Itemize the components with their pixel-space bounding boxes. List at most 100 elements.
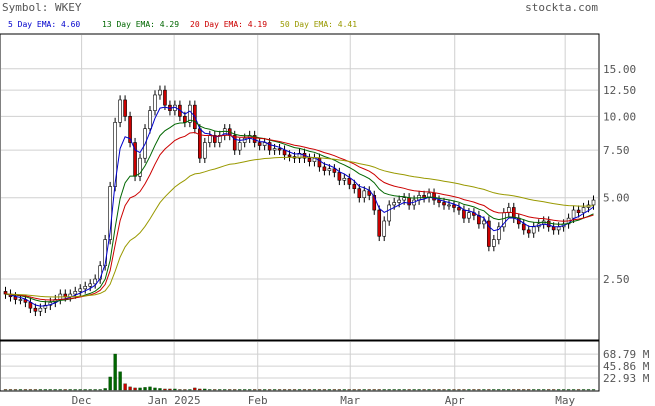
- candle-body: [402, 197, 406, 201]
- volume-bar: [198, 388, 202, 391]
- candle-body: [18, 299, 23, 301]
- volume-bar: [357, 389, 361, 391]
- volume-bar: [417, 389, 421, 391]
- volume-bar: [58, 389, 62, 391]
- price-tick-label: 10.00: [603, 110, 636, 123]
- volume-bar: [168, 388, 172, 391]
- volume-bar: [387, 389, 391, 391]
- volume-bar: [397, 389, 401, 391]
- volume-bar: [257, 389, 262, 391]
- volume-bar: [297, 389, 302, 391]
- volume-bar: [576, 389, 581, 391]
- x-tick-label: Feb: [248, 394, 268, 406]
- price-tick-label: 5.00: [603, 192, 630, 205]
- x-tick-label: Apr: [445, 394, 465, 406]
- candle-body: [123, 99, 127, 117]
- ema-line-13: [5, 119, 594, 303]
- candle-body: [257, 142, 262, 146]
- candle-body: [297, 152, 302, 159]
- price-tick-label: 2.50: [603, 273, 630, 286]
- volume-bar: [203, 388, 207, 391]
- candle-body: [88, 283, 93, 287]
- ema50-legend: 50 Day EMA: 4.41: [280, 20, 357, 29]
- candle-body: [277, 148, 282, 151]
- candle-body: [347, 177, 352, 185]
- volume-bar: [178, 389, 182, 391]
- volume-bar: [591, 389, 596, 391]
- volume-bar: [123, 383, 127, 391]
- volume-bar: [566, 389, 571, 391]
- candle-body: [203, 142, 207, 159]
- price-panel-frame: [0, 33, 600, 341]
- volume-bar: [322, 389, 327, 391]
- candle-body: [287, 154, 292, 157]
- volume-bar: [138, 387, 142, 391]
- volume-bar: [228, 389, 232, 391]
- candle-body: [576, 209, 581, 214]
- candle-body: [307, 157, 312, 162]
- volume-bar: [153, 387, 157, 391]
- candle-body: [267, 142, 272, 151]
- volume-bar: [173, 388, 177, 391]
- candle-body: [43, 304, 48, 309]
- volume-bar: [542, 389, 546, 391]
- candle-body: [387, 204, 391, 222]
- candle-body: [447, 204, 451, 207]
- candle-body: [357, 188, 362, 198]
- x-tick-label: May: [555, 394, 575, 406]
- volume-bar: [83, 389, 87, 391]
- candle-body: [372, 195, 377, 211]
- volume-bar: [462, 389, 466, 391]
- volume-bar: [183, 389, 187, 391]
- volume-bar: [223, 389, 227, 391]
- candle-body: [556, 226, 561, 231]
- volume-bar: [407, 389, 411, 391]
- candle-body: [337, 172, 342, 181]
- volume-bar: [477, 389, 481, 391]
- candle-body: [73, 291, 78, 295]
- volume-bar: [547, 389, 551, 391]
- candle-body: [377, 209, 382, 237]
- ema5-legend: 5 Day EMA: 4.60: [8, 20, 80, 29]
- volume-bar: [412, 389, 416, 391]
- volume-bar: [517, 389, 521, 391]
- volume-bar: [307, 389, 312, 391]
- volume-bar: [442, 389, 446, 391]
- candle-body: [332, 168, 337, 173]
- price-tick-label: 15.00: [603, 63, 636, 76]
- candle-body: [462, 209, 466, 219]
- volume-bar: [158, 388, 162, 391]
- candle-body: [198, 128, 202, 159]
- volume-bar: [108, 376, 112, 391]
- volume-bar: [93, 389, 97, 391]
- volume-bar: [262, 389, 267, 391]
- candle-body: [232, 135, 237, 151]
- volume-bar: [571, 389, 576, 391]
- candle-body: [93, 278, 97, 285]
- price-tick-label: 7.50: [603, 144, 630, 157]
- volume-bar: [53, 389, 57, 391]
- candle-body: [242, 137, 247, 143]
- candle-body: [427, 192, 431, 198]
- volume-bar: [128, 386, 132, 391]
- volume-bar: [492, 389, 496, 391]
- volume-bar: [267, 389, 272, 391]
- candle-body: [28, 302, 33, 309]
- volume-bar: [218, 389, 222, 391]
- candle-body: [457, 207, 461, 211]
- volume-bar: [68, 389, 72, 391]
- volume-bar: [248, 389, 252, 391]
- x-tick-label: Mar: [340, 394, 360, 406]
- volume-bar: [332, 389, 337, 391]
- price-axis-ticks: 15.00 12.50 10.00 7.50 5.00 2.50: [603, 63, 636, 286]
- candle-body: [581, 207, 586, 214]
- volume-bar: [287, 389, 292, 391]
- brand-label: stockta.com: [525, 1, 598, 14]
- volume-bar: [3, 389, 8, 391]
- volume-grid: [1, 342, 598, 390]
- volume-bar: [103, 388, 107, 391]
- volume-bar: [452, 389, 456, 391]
- candle-body: [128, 116, 132, 143]
- volume-bars: [3, 353, 596, 391]
- x-tick-label: Dec: [72, 394, 92, 406]
